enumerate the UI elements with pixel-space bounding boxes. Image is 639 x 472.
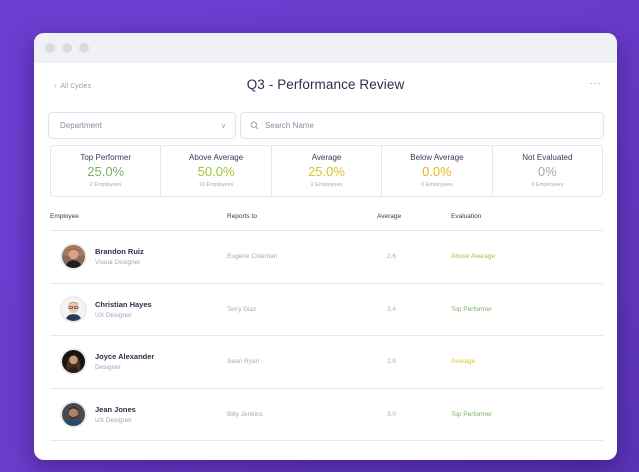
employee-cell: Jean Jones UX Designer (50, 400, 227, 428)
employee-name[interactable]: Brandon Ruiz (95, 247, 144, 257)
stat-label: Below Average (410, 153, 464, 162)
avatar (60, 400, 87, 428)
person-photo-icon (62, 297, 85, 321)
window-maximize-button[interactable] (79, 43, 89, 53)
stat-percent: 0% (537, 164, 557, 179)
employee-cell: Christian Hayes UX Designer (50, 295, 227, 323)
employee-cell: Joyce Alexander Designer (50, 348, 227, 376)
window-close-button[interactable] (45, 43, 55, 53)
search-icon (250, 121, 259, 130)
reports-to-cell: Eugene Coleman (227, 253, 278, 261)
employee-cell: Brandon Ruiz Visual Designer (50, 243, 227, 271)
stat-count: 10 Employees (198, 182, 234, 188)
employee-role: UX Designer (95, 416, 132, 424)
window-minimize-button[interactable] (62, 43, 72, 53)
stat-percent: 50.0% (197, 164, 235, 179)
app-window: ‹ All Cycles Q3 - Performance Review ···… (34, 33, 617, 460)
department-select-value: Department (60, 121, 102, 130)
column-header-average[interactable]: Average (377, 213, 402, 220)
table-row[interactable]: Joyce Alexander Designer Sean Ryan 2.8 A… (50, 336, 603, 389)
page-header: ‹ All Cycles Q3 - Performance Review ··· (34, 63, 617, 111)
column-header-employee[interactable]: Employee (50, 213, 79, 220)
stat-label: Not Evaluated (522, 153, 573, 162)
stat-count: 2 Employees (310, 182, 343, 188)
employee-role: UX Designer (95, 311, 132, 319)
reports-to-cell: Terry Diaz (227, 305, 257, 313)
search-field[interactable] (240, 112, 604, 139)
evaluation-summary: Top Performer 25.0% 2 Employees Above Av… (50, 145, 603, 197)
stat-not-evaluated[interactable]: Not Evaluated 0% 0 Employees (493, 146, 602, 196)
stat-below-average[interactable]: Below Average 0.0% 0 Employees (382, 146, 493, 196)
employee-name[interactable]: Joyce Alexander (95, 352, 155, 362)
evaluation-cell: Above Average (451, 253, 495, 261)
table-row[interactable]: Christian Hayes UX Designer Terry Diaz 3… (50, 284, 603, 336)
average-cell: 2.8 (387, 358, 397, 366)
average-cell: 3.0 (387, 410, 397, 418)
person-photo-icon (62, 350, 85, 374)
person-photo-icon (62, 402, 85, 426)
employee-role: Designer (95, 364, 122, 372)
employee-role: Visual Designer (95, 259, 141, 267)
employee-name[interactable]: Jean Jones (95, 404, 136, 414)
evaluation-cell: Average (451, 358, 476, 366)
stat-count: 0 Employees (531, 182, 564, 188)
stat-average[interactable]: Average 25.0% 2 Employees (272, 146, 383, 196)
reports-to-cell: Billy Jenkins (227, 410, 263, 418)
window-titlebar (34, 33, 617, 63)
avatar (60, 243, 87, 271)
column-header-reports-to[interactable]: Reports to (227, 213, 257, 220)
ellipsis-icon: ··· (589, 78, 601, 89)
stat-label: Average (311, 153, 342, 162)
search-input[interactable] (265, 121, 565, 130)
employee-name[interactable]: Christian Hayes (95, 299, 152, 309)
stat-top-performer[interactable]: Top Performer 25.0% 2 Employees (51, 146, 162, 196)
evaluation-cell: Top Performer (451, 305, 493, 313)
column-header-evaluation[interactable]: Evaluation (451, 213, 482, 220)
average-cell: 2.6 (387, 253, 397, 261)
average-cell: 3.4 (387, 305, 397, 313)
table-header: Employee Reports to Average Evaluation (50, 203, 603, 231)
filter-bar: Department ∨ (48, 112, 604, 139)
stat-label: Above Average (189, 153, 244, 162)
back-link[interactable]: ‹ All Cycles (54, 83, 91, 90)
chevron-down-icon: ∨ (220, 122, 226, 130)
avatar (60, 295, 87, 323)
page-title: Q3 - Performance Review (246, 77, 405, 92)
stat-label: Top Performer (80, 153, 132, 162)
table-row[interactable]: Brandon Ruiz Visual Designer Eugene Cole… (50, 231, 603, 284)
stat-count: 2 Employees (89, 182, 122, 188)
stat-above-average[interactable]: Above Average 50.0% 10 Employees (161, 146, 272, 196)
chevron-left-icon: ‹ (54, 83, 57, 90)
back-link-label: All Cycles (60, 83, 92, 90)
department-select[interactable]: Department ∨ (48, 112, 236, 139)
avatar (60, 348, 87, 376)
stat-count: 0 Employees (421, 182, 453, 188)
more-options-button[interactable]: ··· (590, 78, 602, 89)
stat-percent: 0.0% (422, 164, 452, 179)
table-row[interactable]: Jean Jones UX Designer Billy Jenkins 3.0… (50, 389, 603, 441)
reports-to-cell: Sean Ryan (227, 358, 260, 366)
stat-percent: 25.0% (87, 164, 125, 179)
employee-table: Employee Reports to Average Evaluation (50, 203, 603, 441)
person-photo-icon (62, 245, 85, 269)
stat-percent: 25.0% (308, 164, 345, 179)
evaluation-cell: Top Performer (451, 410, 493, 418)
